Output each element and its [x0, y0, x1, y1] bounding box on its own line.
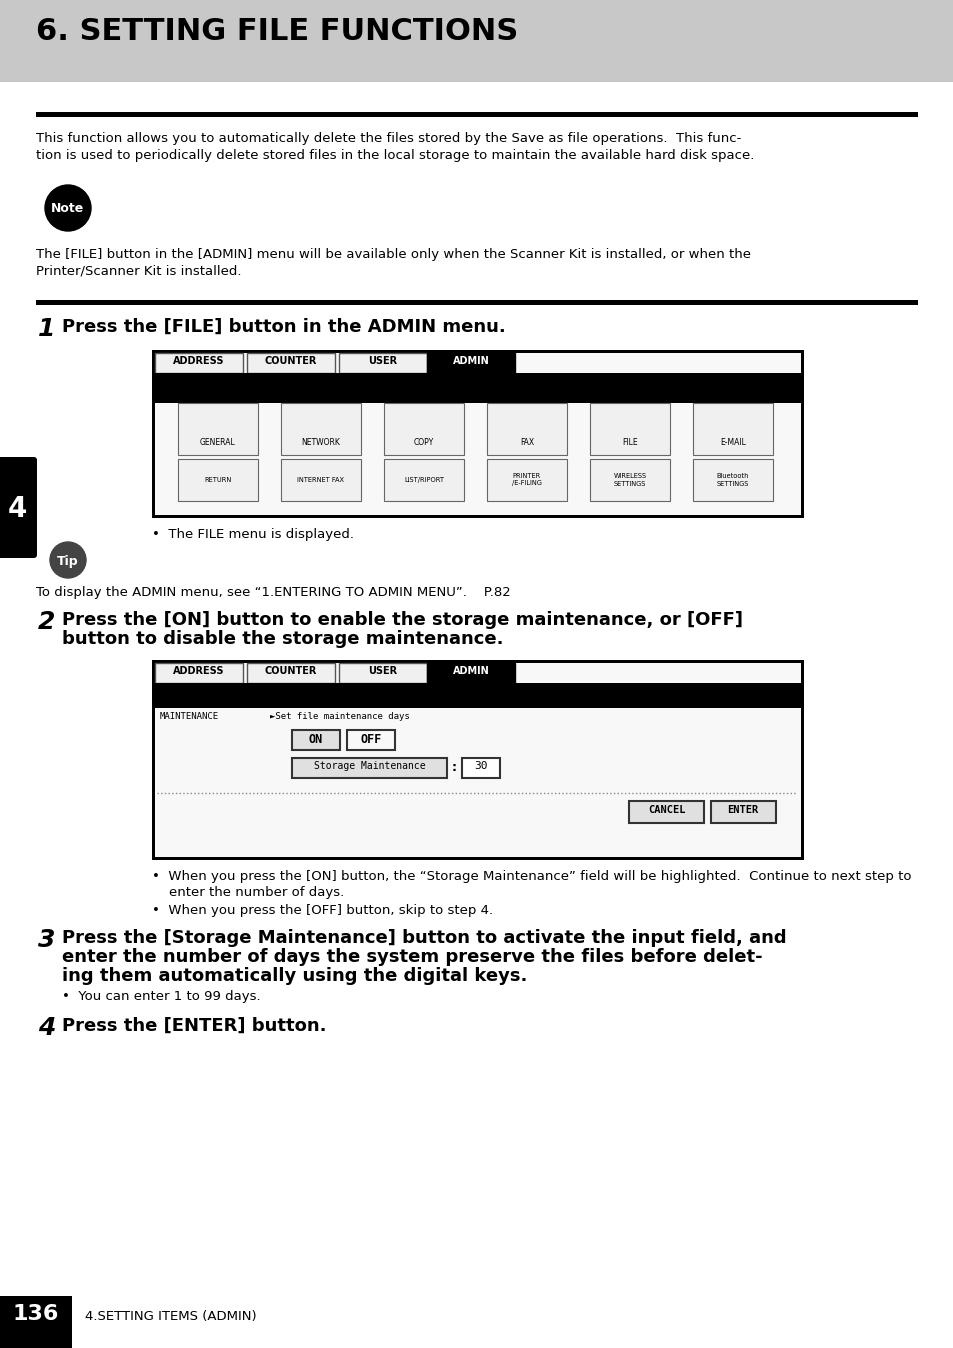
Text: ON: ON	[309, 733, 323, 745]
Text: tion is used to periodically delete stored files in the local storage to maintai: tion is used to periodically delete stor…	[36, 150, 754, 162]
Bar	[154, 663, 243, 683]
Bar	[0, 0, 953, 82]
Bar	[292, 731, 339, 749]
Bar	[154, 353, 243, 373]
Bar	[589, 460, 669, 501]
Text: Note: Note	[51, 202, 85, 216]
Text: RETURN: RETURN	[204, 477, 232, 483]
Text: COUNTER: COUNTER	[265, 356, 316, 367]
Bar	[347, 731, 395, 749]
Text: Tip: Tip	[57, 554, 79, 568]
Bar	[384, 460, 463, 501]
Text: Storage Maintenance: Storage Maintenance	[314, 762, 425, 771]
Text: COUNTER: COUNTER	[265, 666, 316, 675]
Text: Press the [ON] button to enable the storage maintenance, or [OFF]: Press the [ON] button to enable the stor…	[62, 611, 742, 630]
Text: 30: 30	[474, 762, 487, 771]
Text: OFF: OFF	[360, 733, 381, 745]
Bar	[710, 801, 775, 824]
Bar	[0, 1295, 71, 1348]
Text: USER: USER	[368, 356, 397, 367]
Bar	[692, 460, 772, 501]
Text: Printer/Scanner Kit is installed.: Printer/Scanner Kit is installed.	[36, 266, 241, 278]
Circle shape	[50, 542, 86, 578]
Text: NETWORK: NETWORK	[301, 438, 340, 448]
Text: COPY: COPY	[414, 438, 434, 448]
Bar	[154, 683, 801, 708]
Text: USER: USER	[368, 666, 397, 675]
Text: PRINTER
/E-FILING: PRINTER /E-FILING	[512, 473, 541, 487]
Text: ADDRESS: ADDRESS	[173, 356, 225, 367]
Text: 4: 4	[8, 495, 27, 523]
Bar	[461, 758, 499, 778]
Text: ENTER: ENTER	[726, 805, 758, 816]
Bar	[247, 663, 335, 683]
Text: ing them automatically using the digital keys.: ing them automatically using the digital…	[62, 967, 527, 985]
Bar	[384, 403, 463, 456]
Bar	[292, 758, 447, 778]
Bar	[247, 353, 335, 373]
Text: enter the number of days the system preserve the files before delet-: enter the number of days the system pres…	[62, 948, 761, 967]
Bar	[36, 112, 917, 117]
Bar	[178, 460, 257, 501]
Text: WIRELESS
SETTINGS: WIRELESS SETTINGS	[613, 473, 646, 487]
Text: :: :	[451, 762, 456, 774]
Text: ADDRESS: ADDRESS	[173, 666, 225, 675]
Text: LIST/RIPORT: LIST/RIPORT	[403, 477, 443, 483]
Text: Press the [Storage Maintenance] button to activate the input field, and: Press the [Storage Maintenance] button t…	[62, 929, 786, 948]
Bar	[152, 350, 803, 518]
Text: This function allows you to automatically delete the files stored by the Save as: This function allows you to automaticall…	[36, 132, 740, 146]
Text: ►Set file maintenance days: ►Set file maintenance days	[270, 712, 410, 721]
Text: 1: 1	[38, 317, 55, 341]
Bar	[427, 663, 515, 683]
Text: Bluetooth
SETTINGS: Bluetooth SETTINGS	[716, 473, 748, 487]
Bar	[427, 353, 515, 373]
Text: MAINTENANCE: MAINTENANCE	[160, 712, 219, 721]
Text: •  When you press the [OFF] button, skip to step 4.: • When you press the [OFF] button, skip …	[152, 905, 493, 917]
Text: 4.SETTING ITEMS (ADMIN): 4.SETTING ITEMS (ADMIN)	[85, 1310, 256, 1322]
Bar	[0, 1295, 953, 1348]
Text: 4: 4	[38, 1016, 55, 1041]
Text: FILE: FILE	[621, 438, 638, 448]
Bar	[36, 301, 917, 305]
Text: Press the [ENTER] button.: Press the [ENTER] button.	[62, 1016, 326, 1035]
Text: CANCEL: CANCEL	[648, 805, 685, 816]
Bar	[154, 663, 801, 857]
Text: button to disable the storage maintenance.: button to disable the storage maintenanc…	[62, 630, 503, 648]
Text: 3: 3	[38, 927, 55, 952]
Bar	[152, 661, 803, 860]
Text: 136: 136	[12, 1304, 59, 1324]
Bar	[178, 403, 257, 456]
Text: •  You can enter 1 to 99 days.: • You can enter 1 to 99 days.	[62, 989, 260, 1003]
Bar	[589, 403, 669, 456]
Bar	[486, 403, 566, 456]
Text: Press the [FILE] button in the ADMIN menu.: Press the [FILE] button in the ADMIN men…	[62, 318, 505, 336]
Bar	[281, 403, 360, 456]
Bar	[281, 460, 360, 501]
Bar	[692, 403, 772, 456]
Circle shape	[45, 185, 91, 231]
Text: •  The FILE menu is displayed.: • The FILE menu is displayed.	[152, 528, 354, 541]
Bar	[338, 353, 427, 373]
Text: E-MAIL: E-MAIL	[720, 438, 745, 448]
Text: •  When you press the [ON] button, the “Storage Maintenance” field will be highl: • When you press the [ON] button, the “S…	[152, 869, 910, 883]
Text: GENERAL: GENERAL	[200, 438, 235, 448]
Text: enter the number of days.: enter the number of days.	[152, 886, 344, 899]
Text: 6. SETTING FILE FUNCTIONS: 6. SETTING FILE FUNCTIONS	[36, 18, 517, 46]
Bar	[486, 460, 566, 501]
Text: ADMIN: ADMIN	[452, 356, 489, 367]
Text: ADMIN: ADMIN	[452, 666, 489, 675]
Bar	[154, 353, 801, 515]
Bar	[628, 801, 703, 824]
Text: INTERNET FAX: INTERNET FAX	[297, 477, 344, 483]
Bar	[338, 663, 427, 683]
FancyBboxPatch shape	[0, 457, 37, 558]
Text: 2: 2	[38, 611, 55, 634]
Text: FAX: FAX	[519, 438, 534, 448]
Bar	[154, 373, 801, 403]
Text: The [FILE] button in the [ADMIN] menu will be available only when the Scanner Ki: The [FILE] button in the [ADMIN] menu wi…	[36, 248, 750, 262]
Text: To display the ADMIN menu, see “1.ENTERING TO ADMIN MENU”.    P.82: To display the ADMIN menu, see “1.ENTERI…	[36, 586, 510, 599]
